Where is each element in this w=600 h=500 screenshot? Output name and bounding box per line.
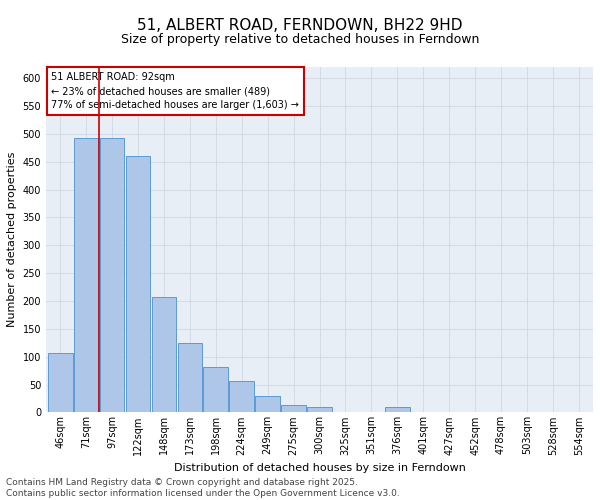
Bar bbox=[256, 396, 280, 412]
Bar bbox=[100, 138, 124, 412]
Bar bbox=[74, 138, 98, 412]
Text: Contains HM Land Registry data © Crown copyright and database right 2025.
Contai: Contains HM Land Registry data © Crown c… bbox=[6, 478, 400, 498]
Bar bbox=[307, 407, 332, 412]
Bar bbox=[126, 156, 151, 412]
Bar bbox=[152, 297, 176, 412]
Bar bbox=[281, 405, 306, 412]
X-axis label: Distribution of detached houses by size in Ferndown: Distribution of detached houses by size … bbox=[173, 463, 466, 473]
Y-axis label: Number of detached properties: Number of detached properties bbox=[7, 152, 17, 328]
Bar bbox=[178, 343, 202, 412]
Bar bbox=[203, 366, 228, 412]
Bar bbox=[229, 380, 254, 412]
Bar bbox=[385, 407, 410, 412]
Text: 51 ALBERT ROAD: 92sqm
← 23% of detached houses are smaller (489)
77% of semi-det: 51 ALBERT ROAD: 92sqm ← 23% of detached … bbox=[52, 72, 299, 110]
Text: Size of property relative to detached houses in Ferndown: Size of property relative to detached ho… bbox=[121, 32, 479, 46]
Text: 51, ALBERT ROAD, FERNDOWN, BH22 9HD: 51, ALBERT ROAD, FERNDOWN, BH22 9HD bbox=[137, 18, 463, 32]
Bar bbox=[48, 353, 73, 412]
